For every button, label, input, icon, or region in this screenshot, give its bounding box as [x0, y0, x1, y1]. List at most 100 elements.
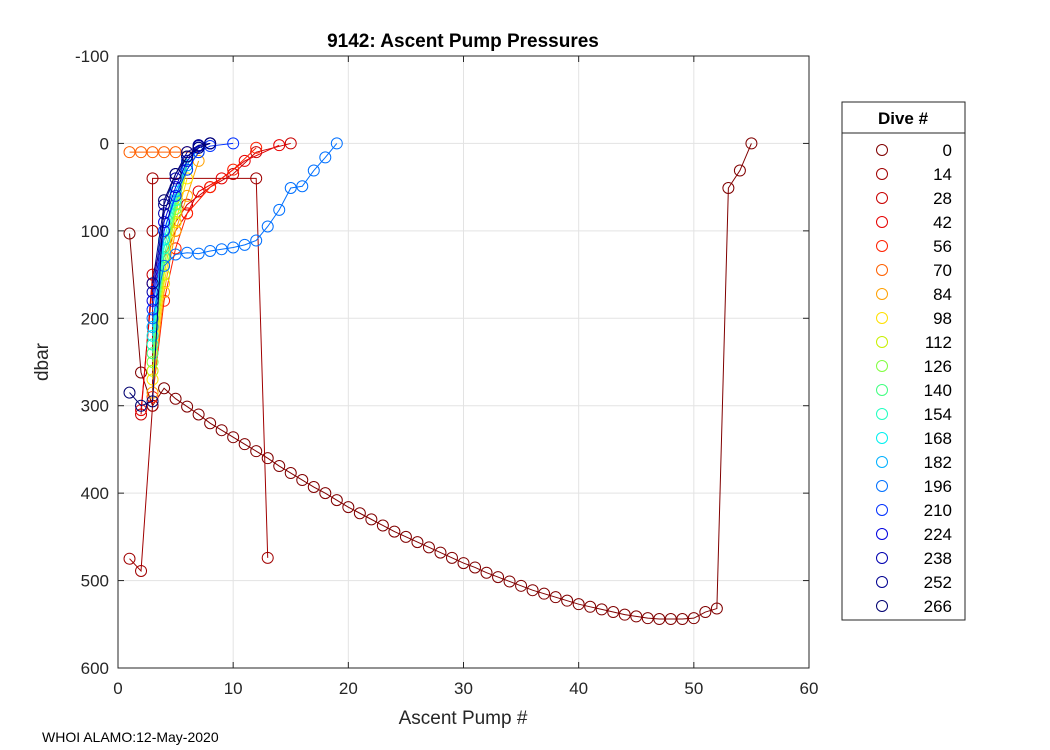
- data-point: [215, 243, 228, 256]
- data-point: [181, 400, 194, 413]
- y-tick-label: 0: [100, 134, 109, 153]
- legend-entries: 0 14 28 42 56 70 84 98 112 126 140 154 168 182 196 210 2…: [876, 141, 952, 616]
- data-point: [146, 224, 159, 237]
- data-point: [388, 525, 401, 538]
- data-point: [181, 198, 194, 211]
- legend-label: 56: [933, 237, 952, 256]
- data-point: [146, 395, 159, 408]
- data-point: [273, 139, 286, 152]
- data-point: [169, 172, 182, 185]
- data-point: [158, 382, 171, 395]
- x-tick-label: 40: [569, 679, 588, 698]
- y-tick-label: 300: [81, 397, 109, 416]
- legend-marker: [876, 360, 888, 372]
- data-point: [135, 366, 148, 379]
- data-point: [158, 194, 171, 207]
- legend-marker: [876, 408, 888, 420]
- legend-label: 224: [924, 525, 952, 544]
- legend-label: 210: [924, 501, 952, 520]
- data-point: [549, 591, 562, 604]
- data-point: [526, 584, 539, 597]
- data-point: [722, 182, 735, 195]
- legend-marker: [876, 552, 888, 564]
- data-point: [353, 507, 366, 520]
- legend-marker: [876, 456, 888, 468]
- data-point: [227, 241, 240, 254]
- series-266: [123, 137, 217, 412]
- legend-label: 168: [924, 429, 952, 448]
- data-point: [342, 501, 355, 514]
- data-point: [365, 513, 378, 526]
- legend-box: [841, 101, 966, 621]
- data-point: [169, 392, 182, 405]
- series-line: [152, 142, 211, 284]
- y-tick-label: -100: [75, 47, 109, 66]
- data-point: [469, 561, 482, 574]
- data-point: [273, 460, 286, 473]
- data-point: [376, 519, 389, 532]
- data-point: [653, 613, 666, 626]
- legend-marker: [876, 528, 888, 540]
- x-axis-ticks: 0 10 20 30 40 50 60: [113, 56, 818, 698]
- series-line: [129, 142, 211, 407]
- data-point: [181, 150, 194, 163]
- data-point: [215, 424, 228, 437]
- data-point: [595, 603, 608, 616]
- y-axis-label: dbar: [32, 342, 53, 381]
- data-point: [699, 606, 712, 619]
- legend-label: 154: [924, 405, 952, 424]
- data-point: [135, 404, 148, 417]
- data-point: [146, 373, 159, 386]
- data-point: [445, 551, 458, 564]
- series-14: [123, 172, 274, 577]
- legend-label: 42: [933, 213, 952, 232]
- data-point: [123, 146, 136, 159]
- data-point: [572, 598, 585, 611]
- data-point: [227, 163, 240, 176]
- x-tick-label: 20: [339, 679, 358, 698]
- legend-marker: [876, 336, 888, 348]
- data-point: [192, 408, 205, 421]
- data-point: [250, 146, 263, 159]
- data-point: [319, 487, 332, 500]
- legend-marker: [876, 168, 888, 180]
- legend-marker: [876, 432, 888, 444]
- legend-marker: [876, 264, 888, 276]
- x-tick-label: 60: [800, 679, 819, 698]
- data-point: [515, 579, 528, 592]
- y-tick-label: 200: [81, 309, 109, 328]
- data-point: [169, 146, 182, 159]
- data-point: [238, 238, 251, 251]
- data-point: [135, 399, 148, 412]
- data-point: [273, 203, 286, 216]
- data-point: [181, 189, 194, 202]
- series-line: [152, 142, 234, 310]
- data-point: [618, 608, 631, 621]
- data-point: [146, 364, 159, 377]
- data-point: [664, 613, 677, 626]
- data-point: [745, 137, 758, 150]
- data-point: [135, 146, 148, 159]
- data-point: [492, 571, 505, 584]
- data-point: [307, 481, 320, 494]
- legend-marker: [876, 576, 888, 588]
- data-point: [181, 246, 194, 259]
- data-point: [284, 467, 297, 480]
- legend-marker: [876, 480, 888, 492]
- data-point: [561, 594, 574, 607]
- data-point: [123, 552, 136, 565]
- data-point: [480, 566, 493, 579]
- data-point: [457, 557, 470, 570]
- series-196: [146, 137, 343, 325]
- data-point: [503, 575, 516, 588]
- series-layer: [123, 137, 758, 626]
- data-point: [169, 168, 182, 181]
- data-point: [330, 494, 343, 507]
- legend-label: 98: [933, 309, 952, 328]
- data-point: [192, 247, 205, 260]
- data-point: [123, 386, 136, 399]
- legend-label: 28: [933, 189, 952, 208]
- x-tick-label: 50: [684, 679, 703, 698]
- data-point: [284, 137, 297, 150]
